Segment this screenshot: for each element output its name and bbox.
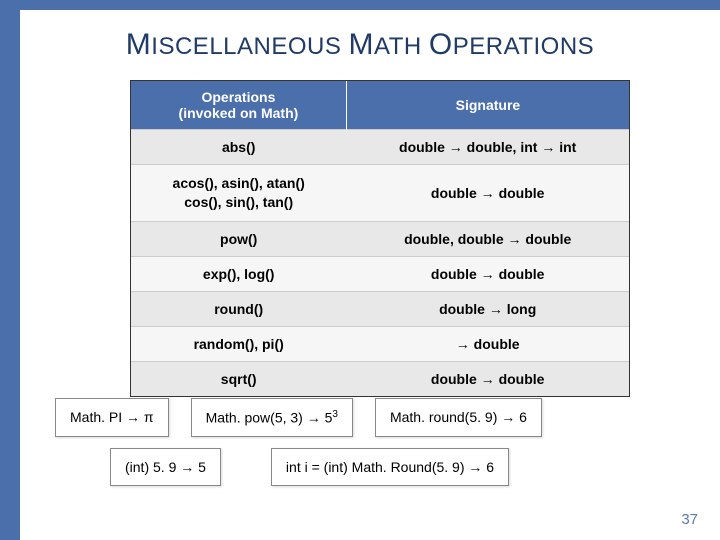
table-cell-operation: exp(), log() — [131, 256, 346, 291]
title-rest-1: ISCELLANEOUS — [151, 33, 348, 60]
example-box: (int) 5. 9 → 5 — [110, 448, 221, 486]
example-box: Math. PI → π — [55, 398, 169, 437]
example-box: Math. round(5. 9) → 6 — [375, 398, 542, 437]
table-row: acos(), asin(), atan()cos(), sin(), tan(… — [131, 165, 629, 222]
title-cap-2: M — [349, 28, 375, 61]
table-cell-signature: double, double → double — [346, 221, 629, 256]
table-cell-operation: acos(), asin(), atan()cos(), sin(), tan(… — [131, 165, 346, 222]
title-cap-3: O — [429, 28, 453, 61]
header-col1-line2: (invoked on Math) — [179, 105, 299, 121]
table-row: round()double → long — [131, 291, 629, 326]
examples-row-1: Math. PI → π Math. pow(5, 3) → 53 Math. ro… — [55, 398, 542, 437]
table-cell-operation: sqrt() — [131, 361, 346, 396]
table-cell-operation: abs() — [131, 130, 346, 165]
table-cell-signature: double → long — [346, 291, 629, 326]
example-box: Math. pow(5, 3) → 53 — [191, 398, 353, 437]
math-operations-table: Operations (invoked on Math) Signature a… — [130, 80, 630, 397]
table-cell-signature: double → double — [346, 165, 629, 222]
table-header-operations: Operations (invoked on Math) — [131, 81, 346, 130]
examples-row-2: (int) 5. 9 → 5 int i = (int) Math. Round(… — [110, 448, 509, 486]
table-row: exp(), log()double → double — [131, 256, 629, 291]
table-header-row: Operations (invoked on Math) Signature — [131, 81, 629, 130]
table-header-signature: Signature — [346, 81, 629, 130]
table-cell-signature: → double — [346, 326, 629, 361]
table-cell-signature: double → double — [346, 256, 629, 291]
table-row: abs()double → double, int → int — [131, 130, 629, 165]
header-col1-line1: Operations — [201, 89, 275, 105]
table-cell-operation: pow() — [131, 221, 346, 256]
table-cell-signature: double → double — [346, 361, 629, 396]
example-box: int i = (int) Math. Round(5. 9) → 6 — [271, 448, 509, 486]
table-cell-operation: round() — [131, 291, 346, 326]
title-rest-3: PERATIONS — [453, 33, 594, 60]
title-cap-1: M — [126, 28, 152, 61]
top-bar — [0, 0, 720, 10]
slide-title: MISCELLANEOUS MATH OPERATIONS — [0, 28, 720, 62]
table-row: sqrt()double → double — [131, 361, 629, 396]
table-row: pow()double, double → double — [131, 221, 629, 256]
page-number: 37 — [681, 511, 698, 528]
table-cell-signature: double → double, int → int — [346, 130, 629, 165]
title-rest-2: ATH — [374, 33, 429, 60]
table-row: random(), pi()→ double — [131, 326, 629, 361]
left-bar — [0, 0, 20, 540]
table-cell-operation: random(), pi() — [131, 326, 346, 361]
